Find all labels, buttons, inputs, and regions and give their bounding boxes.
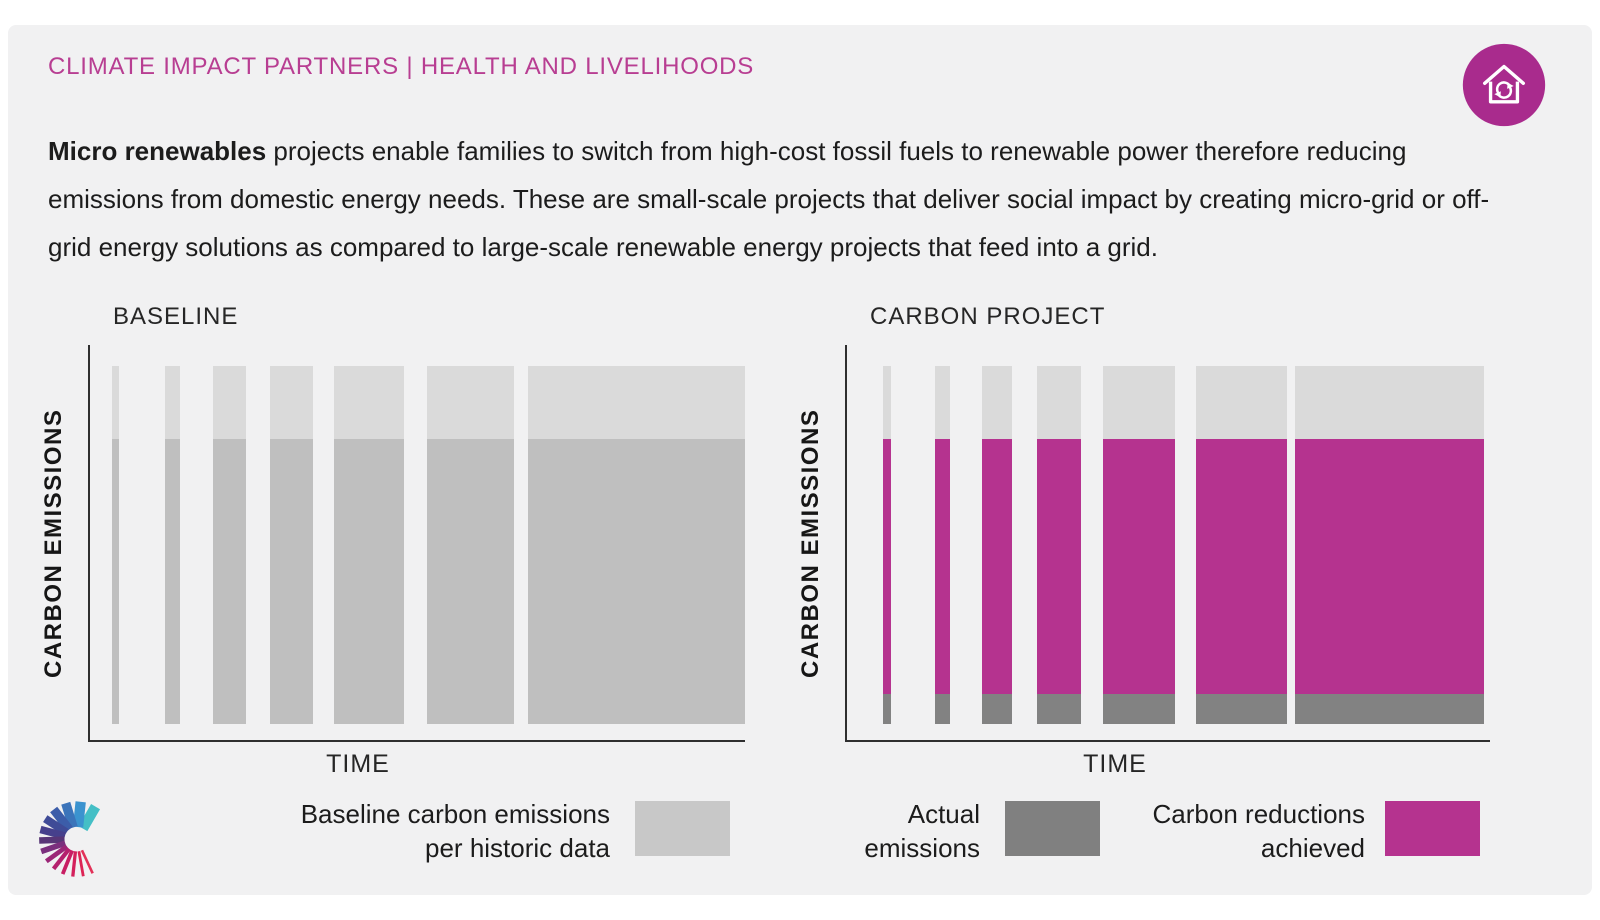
x-axis-label-carbon-project: TIME <box>1083 750 1147 778</box>
stacked-bar <box>334 366 404 724</box>
intro-lead: Micro renewables <box>48 136 267 166</box>
bar-segment-carbon-reductions <box>935 439 950 694</box>
bar-segment-baseline-remaining <box>982 366 1012 440</box>
bar-segment-baseline-remaining <box>935 366 950 440</box>
bar-segment-baseline-upper-shade <box>165 366 180 440</box>
chart-plot-carbon-project <box>845 345 1490 742</box>
bars-group-carbon-project <box>845 366 1490 724</box>
legend-label-line: Baseline carbon emissions <box>300 799 610 829</box>
bar-segment-carbon-reductions <box>1295 439 1484 694</box>
x-axis-line <box>845 740 1490 742</box>
slide-card: CLIMATE IMPACT PARTNERS | HEALTH AND LIV… <box>8 25 1592 895</box>
stacked-bar <box>112 366 119 724</box>
stacked-bar <box>165 366 180 724</box>
x-axis-line <box>88 740 745 742</box>
y-axis-line <box>845 345 847 742</box>
home-recycle-icon[interactable] <box>1462 43 1546 127</box>
bar-segment-actual-emissions <box>935 693 950 724</box>
y-axis-label-baseline: CARBON EMISSIONS <box>40 408 67 679</box>
legend-swatch-actual <box>1005 801 1100 856</box>
bar-segment-baseline-upper-shade <box>112 366 119 440</box>
page-title: CLIMATE IMPACT PARTNERS | HEALTH AND LIV… <box>48 53 755 80</box>
stacked-bar <box>213 366 246 724</box>
stacked-bar <box>935 366 950 724</box>
legend-label-line: Actual <box>907 799 980 829</box>
bar-segment-baseline-main <box>528 439 745 724</box>
legend-swatch-reductions <box>1385 801 1480 856</box>
legend-swatch-baseline <box>635 801 730 856</box>
bar-segment-baseline-upper-shade <box>270 366 313 440</box>
chart-title-baseline: BASELINE <box>113 303 239 330</box>
bar-segment-baseline-main <box>213 439 246 724</box>
legend-label-line: Carbon reductions <box>1152 799 1365 829</box>
chart-title-carbon-project: CARBON PROJECT <box>870 303 1106 330</box>
stacked-bar <box>270 366 313 724</box>
bar-segment-baseline-upper-shade <box>528 366 745 440</box>
bar-segment-baseline-main <box>334 439 404 724</box>
bar-segment-baseline-remaining <box>1196 366 1287 440</box>
bar-segment-baseline-main <box>165 439 180 724</box>
legend-label-actual: Actual emissions <box>840 797 980 865</box>
stacked-bar <box>427 366 514 724</box>
bar-segment-baseline-remaining <box>883 366 891 440</box>
bar-segment-baseline-main <box>112 439 119 724</box>
starburst-logo-icon <box>26 795 120 889</box>
legend-label-line: per historic data <box>425 833 610 863</box>
bar-segment-baseline-upper-shade <box>334 366 404 440</box>
legend-label-reductions: Carbon reductions achieved <box>1135 797 1365 865</box>
bar-segment-baseline-main <box>270 439 313 724</box>
bar-segment-actual-emissions <box>1196 693 1287 724</box>
legend-label-line: achieved <box>1260 833 1365 863</box>
bar-segment-baseline-remaining <box>1037 366 1081 440</box>
stacked-bar <box>1103 366 1175 724</box>
chart-plot-baseline <box>88 345 745 742</box>
stacked-bar <box>1037 366 1081 724</box>
legend-label-line: emissions <box>864 833 980 863</box>
bar-segment-actual-emissions <box>883 693 891 724</box>
bar-segment-carbon-reductions <box>883 439 891 694</box>
bar-segment-carbon-reductions <box>1037 439 1081 694</box>
legend-label-baseline: Baseline carbon emissions per historic d… <box>300 797 610 865</box>
bar-segment-actual-emissions <box>1037 693 1081 724</box>
y-axis-line <box>88 345 90 742</box>
intro-body: projects enable families to switch from … <box>48 136 1490 262</box>
bar-segment-actual-emissions <box>1295 693 1484 724</box>
stacked-bar <box>528 366 745 724</box>
bar-segment-baseline-remaining <box>1295 366 1484 440</box>
bar-segment-carbon-reductions <box>982 439 1012 694</box>
bars-group-baseline <box>88 366 745 724</box>
stacked-bar <box>883 366 891 724</box>
y-axis-label-carbon-project: CARBON EMISSIONS <box>797 408 824 679</box>
bar-segment-baseline-upper-shade <box>213 366 246 440</box>
bar-segment-baseline-upper-shade <box>427 366 514 440</box>
intro-paragraph: Micro renewables projects enable familie… <box>48 127 1513 271</box>
stacked-bar <box>982 366 1012 724</box>
bar-segment-baseline-remaining <box>1103 366 1175 440</box>
bar-segment-actual-emissions <box>1103 693 1175 724</box>
bar-segment-actual-emissions <box>982 693 1012 724</box>
x-axis-label-baseline: TIME <box>326 750 390 778</box>
bar-segment-carbon-reductions <box>1103 439 1175 694</box>
stacked-bar <box>1196 366 1287 724</box>
bar-segment-baseline-main <box>427 439 514 724</box>
stacked-bar <box>1295 366 1484 724</box>
bar-segment-carbon-reductions <box>1196 439 1287 694</box>
